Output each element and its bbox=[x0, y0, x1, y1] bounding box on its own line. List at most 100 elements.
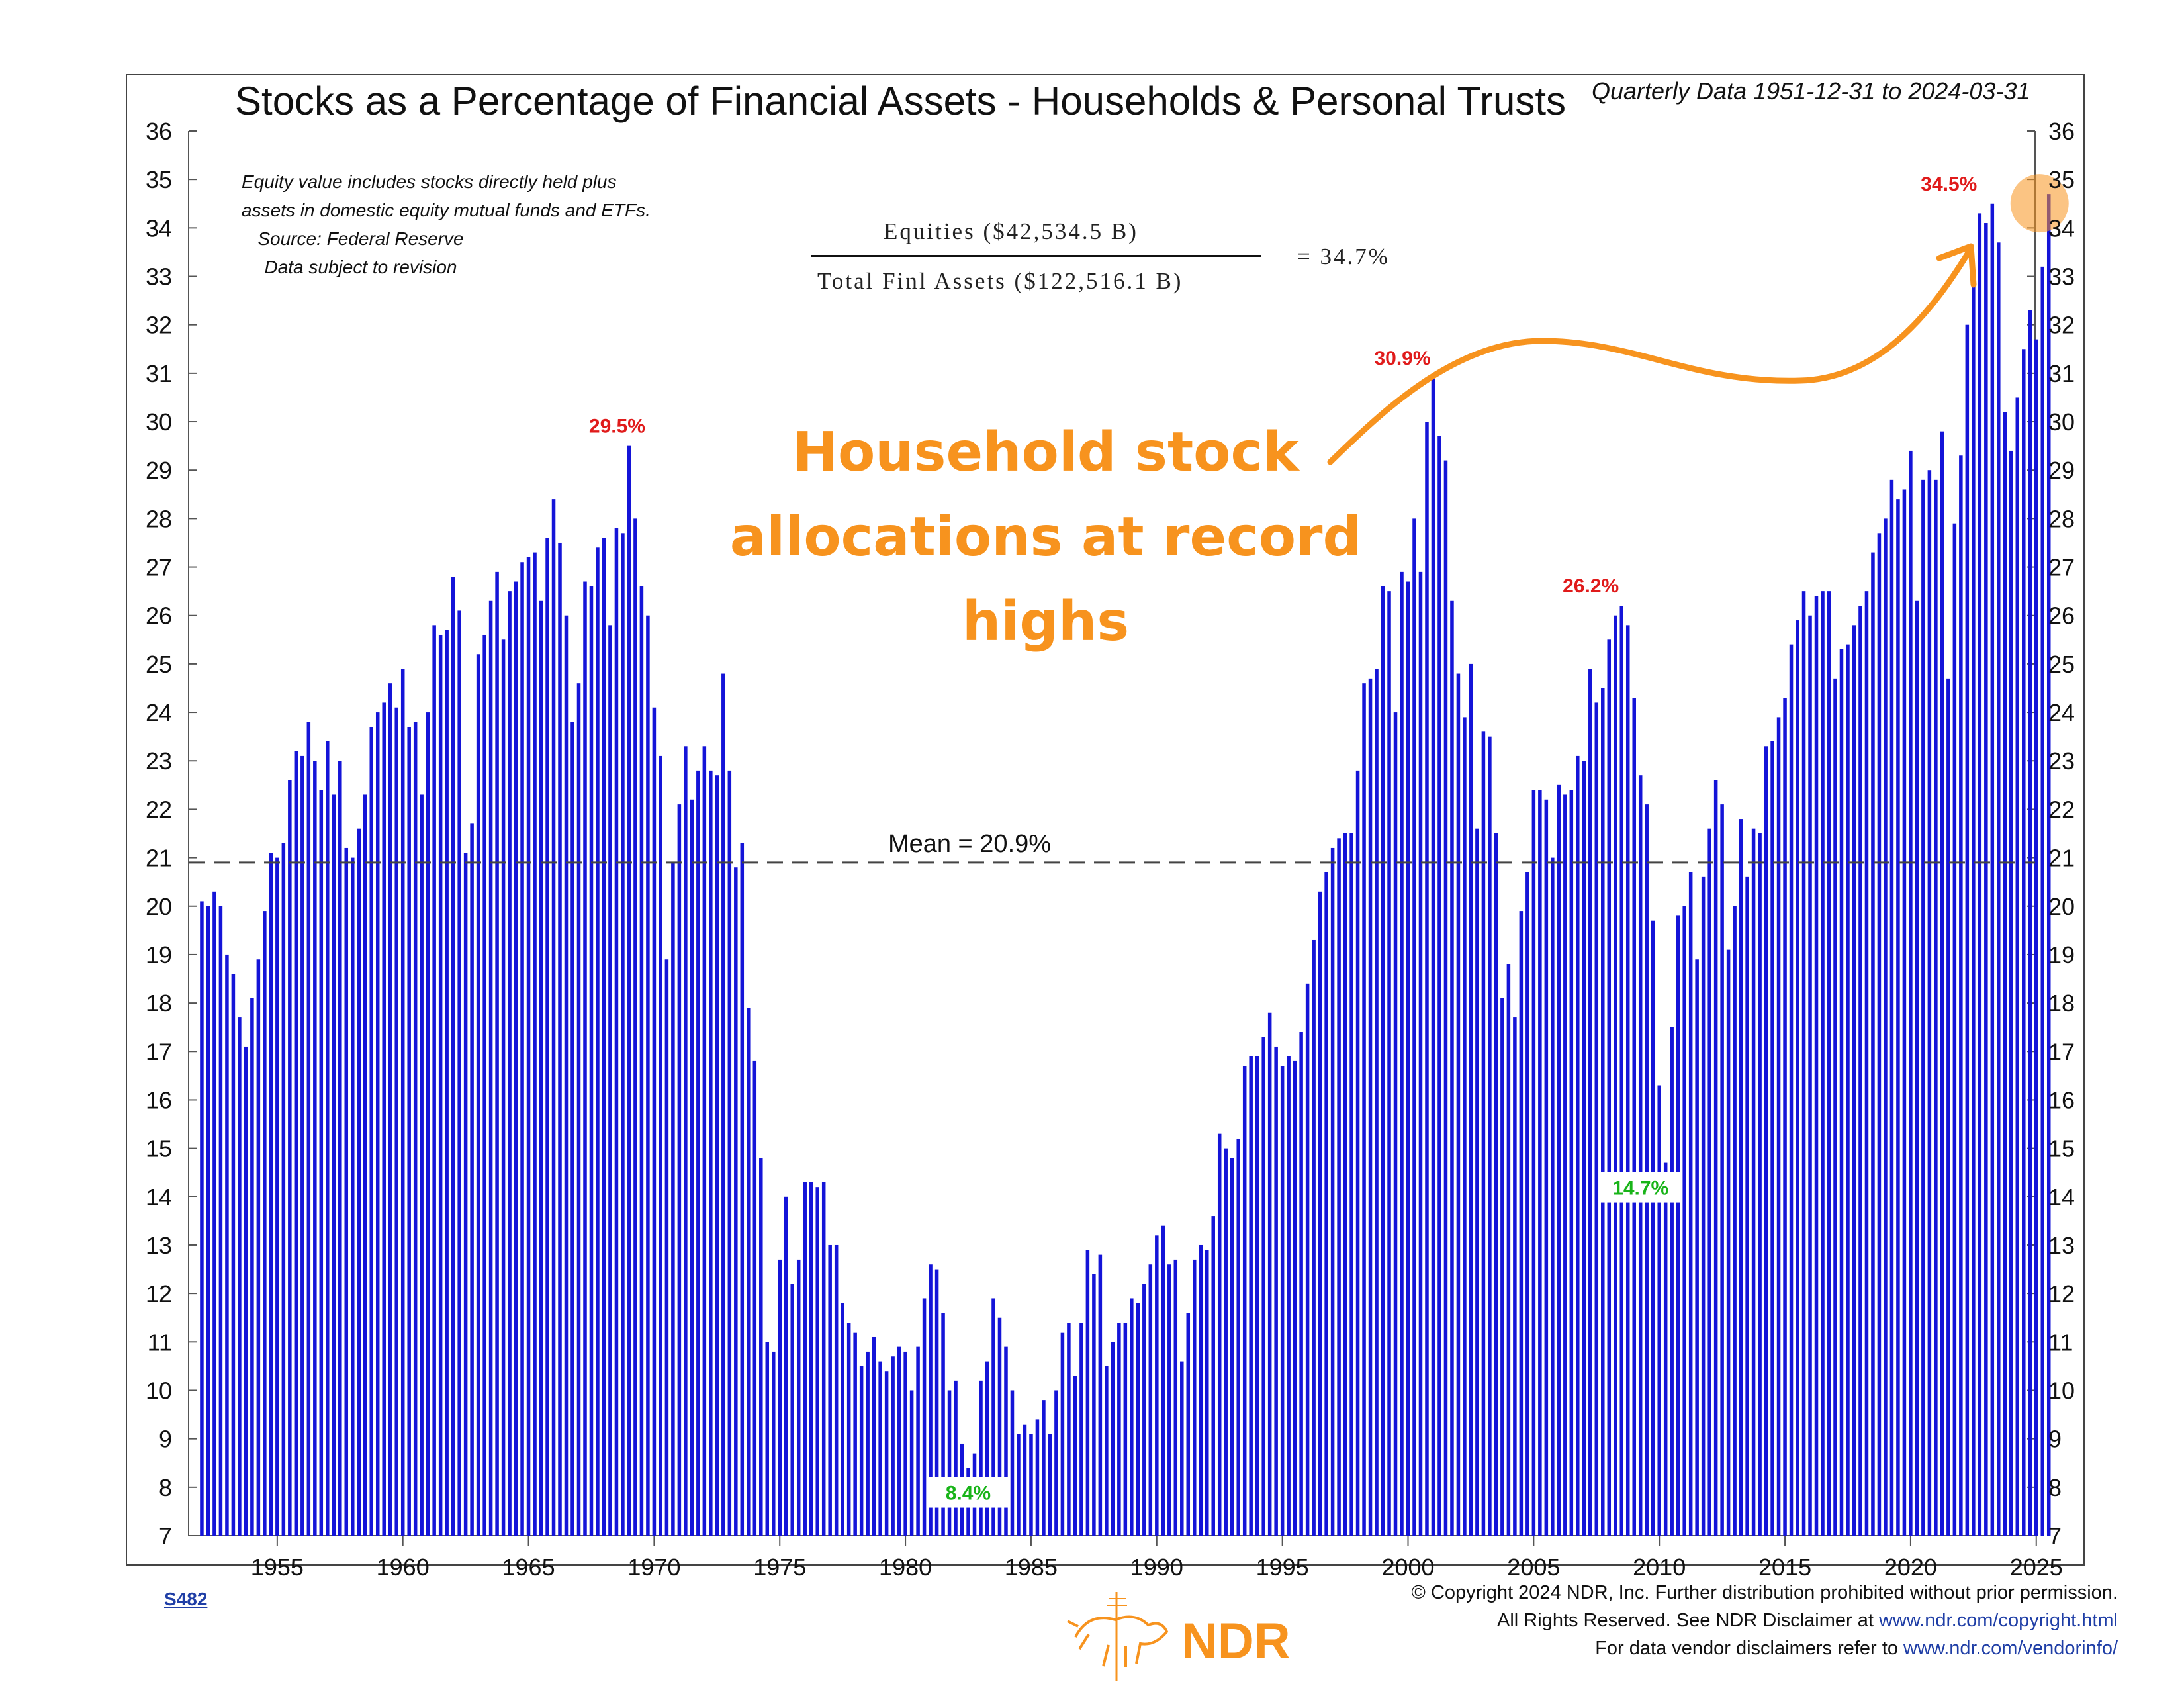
bar bbox=[1551, 857, 1555, 1536]
bar bbox=[1557, 784, 1561, 1536]
copyright-line-3: For data vendor disclaimers refer to www… bbox=[1412, 1634, 2118, 1662]
bar bbox=[382, 702, 386, 1536]
y-tick-label-left: 19 bbox=[146, 941, 172, 968]
bar bbox=[1500, 998, 1504, 1536]
bull-bear-icon bbox=[1067, 1592, 1169, 1681]
y-tick-label-right: 19 bbox=[2048, 941, 2075, 968]
bar bbox=[1167, 1264, 1171, 1536]
bar bbox=[1330, 847, 1335, 1536]
bar bbox=[891, 1356, 895, 1536]
bar bbox=[375, 712, 380, 1536]
bar bbox=[1098, 1254, 1103, 1536]
bar bbox=[1525, 872, 1529, 1536]
y-tick-label-left: 13 bbox=[146, 1232, 172, 1259]
bar bbox=[388, 683, 392, 1536]
bar bbox=[206, 906, 210, 1536]
bar bbox=[884, 1371, 889, 1536]
y-tick-label-right: 23 bbox=[2048, 747, 2075, 774]
y-tick-label-left: 32 bbox=[146, 312, 172, 339]
bar bbox=[1463, 717, 1467, 1536]
y-tick-label-right: 20 bbox=[2048, 893, 2075, 920]
bar bbox=[979, 1380, 983, 1536]
bar bbox=[734, 867, 738, 1536]
bar bbox=[1387, 591, 1391, 1536]
bar bbox=[589, 586, 594, 1536]
bar bbox=[1274, 1046, 1278, 1536]
x-tick-label: 2020 bbox=[1884, 1554, 1937, 1581]
bar bbox=[570, 722, 574, 1536]
bar bbox=[1902, 489, 1907, 1536]
bar bbox=[1186, 1313, 1191, 1536]
y-tick-label-right: 18 bbox=[2048, 990, 2075, 1017]
bar bbox=[1450, 600, 1454, 1536]
bar bbox=[344, 847, 349, 1536]
x-tick-label: 1990 bbox=[1130, 1554, 1183, 1581]
bar bbox=[281, 843, 286, 1536]
bar bbox=[752, 1060, 757, 1536]
y-tick-label-left: 33 bbox=[146, 263, 172, 291]
bar bbox=[369, 727, 373, 1536]
bar bbox=[690, 799, 694, 1536]
trough-label-box bbox=[1599, 1172, 1682, 1203]
bar bbox=[903, 1351, 907, 1536]
copyright-link[interactable]: www.ndr.com/copyright.html bbox=[1878, 1610, 2118, 1631]
bar bbox=[1670, 1027, 1674, 1536]
vendor-link[interactable]: www.ndr.com/vendorinfo/ bbox=[1903, 1638, 2118, 1659]
bar bbox=[922, 1298, 927, 1536]
y-tick-label-right: 25 bbox=[2048, 651, 2075, 678]
bar bbox=[1864, 591, 1869, 1536]
bar bbox=[815, 1187, 819, 1536]
bar bbox=[1224, 1148, 1228, 1536]
y-tick-label-right: 29 bbox=[2048, 457, 2075, 484]
bar bbox=[1997, 242, 2001, 1536]
bar bbox=[1519, 911, 1524, 1536]
bar bbox=[1362, 683, 1366, 1536]
bar bbox=[1651, 920, 1655, 1536]
y-tick-label-right: 7 bbox=[2048, 1523, 2062, 1550]
y-tick-label-left: 24 bbox=[146, 699, 172, 726]
bar bbox=[796, 1259, 801, 1536]
bar bbox=[859, 1366, 864, 1536]
bar bbox=[1406, 581, 1410, 1536]
x-tick-label: 2010 bbox=[1633, 1554, 1686, 1581]
y-tick-label-right: 31 bbox=[2048, 360, 2075, 387]
bar bbox=[1776, 717, 1781, 1536]
bar bbox=[1663, 1162, 1668, 1536]
note-line: assets in domestic equity mutual funds a… bbox=[242, 200, 651, 220]
y-tick-label-right: 12 bbox=[2048, 1280, 2075, 1307]
y-tick-label-right: 32 bbox=[2048, 312, 2075, 339]
y-tick-label-left: 35 bbox=[146, 166, 172, 193]
y-tick-label-right: 9 bbox=[2048, 1426, 2062, 1453]
latest-highlight-circle bbox=[2010, 174, 2069, 233]
bar bbox=[1217, 1133, 1222, 1536]
bar bbox=[1299, 1032, 1303, 1536]
bar bbox=[614, 528, 619, 1536]
trough-label: 8.4% bbox=[946, 1483, 991, 1505]
y-tick-label-right: 16 bbox=[2048, 1086, 2075, 1113]
bar bbox=[250, 998, 254, 1536]
bar bbox=[941, 1313, 945, 1536]
y-tick-label-left: 22 bbox=[146, 796, 172, 823]
chart-subtitle: Quarterly Data 1951-12-31 to 2024-03-31 bbox=[1592, 77, 2030, 105]
bar bbox=[1657, 1085, 1661, 1536]
bar bbox=[1305, 983, 1310, 1536]
bar bbox=[659, 755, 662, 1536]
bar bbox=[1877, 533, 1882, 1536]
bar bbox=[1758, 833, 1762, 1536]
bar bbox=[1193, 1259, 1197, 1536]
x-tick-label: 1975 bbox=[753, 1554, 806, 1581]
bar bbox=[1707, 828, 1711, 1536]
bar bbox=[407, 727, 411, 1536]
bar bbox=[558, 542, 562, 1536]
bar bbox=[1180, 1361, 1184, 1536]
chart-code-link[interactable]: S482 bbox=[164, 1589, 208, 1609]
bar bbox=[1293, 1060, 1297, 1536]
bar bbox=[1858, 606, 1862, 1536]
y-tick-label-right: 34 bbox=[2048, 214, 2075, 242]
bar bbox=[985, 1361, 989, 1536]
bar bbox=[1934, 479, 1938, 1536]
bar bbox=[1506, 964, 1511, 1536]
bar bbox=[1249, 1056, 1253, 1536]
bar bbox=[432, 625, 436, 1536]
bar bbox=[1035, 1419, 1040, 1536]
